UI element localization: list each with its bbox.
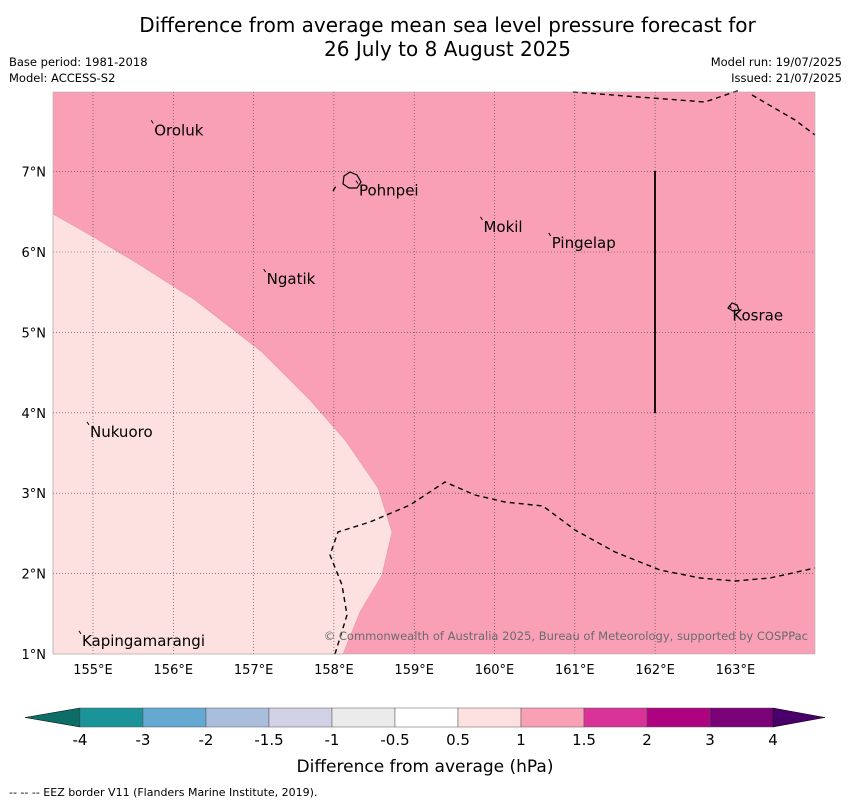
place-label-kapingamarangi: Kapingamarangi (82, 632, 205, 650)
map-frame (52, 91, 816, 655)
place-marker (263, 268, 267, 273)
chart-title-line-2: 26 July to 8 August 2025 (324, 37, 571, 61)
chart-title-line-1: Difference from average mean sea level p… (139, 13, 756, 37)
colorbar-bin (79, 707, 144, 728)
place-label-nukuoro: Nukuoro (90, 423, 153, 441)
lat-tick-label: 4°N (22, 407, 47, 422)
colorbar-tick-label: -0.5 (380, 731, 409, 749)
colorbar-bin (520, 707, 585, 728)
lat-tick-label: 2°N (22, 568, 47, 583)
lon-tick-label: 159°E (394, 663, 434, 678)
eez-border (329, 89, 816, 655)
issued-date: Issued: 21/07/2025 (731, 71, 842, 85)
colorbar-bin (205, 707, 270, 728)
colorbar-bin (457, 707, 522, 728)
model-name: Model: ACCESS-S2 (9, 71, 116, 85)
colorbar-extend-low (24, 707, 81, 728)
lon-tick-label: 162°E (635, 663, 675, 678)
place-label-pohnpei: Pohnpei (359, 182, 419, 200)
colorbar-tick-label: 1.5 (572, 731, 596, 749)
lon-tick-label: 157°E (234, 663, 274, 678)
lat-tick-label: 6°N (22, 246, 47, 261)
lon-tick-label: 160°E (475, 663, 515, 678)
place-labels: Oroluk Pohnpei Mokil Pingelap Ngatik Kosrae Nu… (78, 120, 783, 650)
colorbar-bin (142, 707, 207, 728)
colorbar-tick-label: 0.5 (446, 731, 470, 749)
colorbar-tick-label: 1 (516, 731, 526, 749)
colorbar-bin (709, 707, 774, 728)
anomaly-area-0.5-to-1 (52, 213, 393, 655)
place-marker (480, 216, 483, 221)
place-label-kosrae: Kosrae (732, 306, 783, 324)
colorbar-title: Difference from average (hPa) (297, 757, 554, 777)
colorbar-bin (394, 707, 459, 728)
copyright-notice: © Commonwealth of Australia 2025, Bureau… (324, 629, 808, 643)
colorbar-tick-label: 3 (705, 731, 715, 749)
place-marker (355, 180, 359, 184)
colorbar-tick-label: 4 (768, 731, 778, 749)
place-marker (86, 421, 90, 426)
place-marker (728, 305, 732, 309)
lon-tick-label: 156°E (154, 663, 194, 678)
lon-tick-label: 158°E (314, 663, 354, 678)
lat-tick-label: 1°N (22, 648, 47, 663)
place-marker (150, 120, 154, 124)
colorbar-bin (646, 707, 711, 728)
eez-footnote: -- -- -- EEZ border V11 (Flanders Marine… (9, 786, 318, 799)
colorbar-bin (268, 707, 333, 728)
lat-tick-label: 5°N (22, 326, 47, 341)
lon-tick-label: 155°E (73, 663, 113, 678)
colorbar-tick-label: -1.5 (254, 731, 283, 749)
base-period: Base period: 1981-2018 (9, 55, 148, 69)
lon-tick-label: 163°E (716, 663, 756, 678)
place-marker (548, 232, 552, 237)
place-label-ngatik: Ngatik (267, 270, 316, 288)
colorbar-tick-label: 2 (642, 731, 652, 749)
colorbar-tick-label: -4 (73, 731, 88, 749)
place-label-oroluk: Oroluk (154, 121, 203, 139)
lat-tick-label: 3°N (22, 487, 47, 502)
colorbar-tick-label: -1 (325, 731, 340, 749)
pohnpei-island (342, 171, 362, 189)
colorbar-bin (583, 707, 648, 728)
place-marker (78, 630, 82, 635)
colorbar-extend-high (772, 707, 826, 728)
place-label-mokil: Mokil (483, 218, 522, 236)
axis-tick-labels: 155°E 156°E 157°E 158°E 159°E 160°E 161°E 162°E… (22, 166, 756, 678)
model-run: Model run: 19/07/2025 (710, 55, 842, 69)
colorbar-bin (331, 707, 396, 728)
colorbar: -4 -3 -2 -1.5 -1 -0.5 0.5 1 1.5 2 3 4 (24, 707, 826, 749)
lat-tick-label: 7°N (22, 166, 47, 181)
place-label-pingelap: Pingelap (552, 234, 616, 252)
colorbar-tick-label: -3 (136, 731, 151, 749)
colorbar-tick-label: -2 (199, 731, 214, 749)
lon-tick-label: 161°E (555, 663, 595, 678)
kosrae-island (727, 302, 740, 312)
